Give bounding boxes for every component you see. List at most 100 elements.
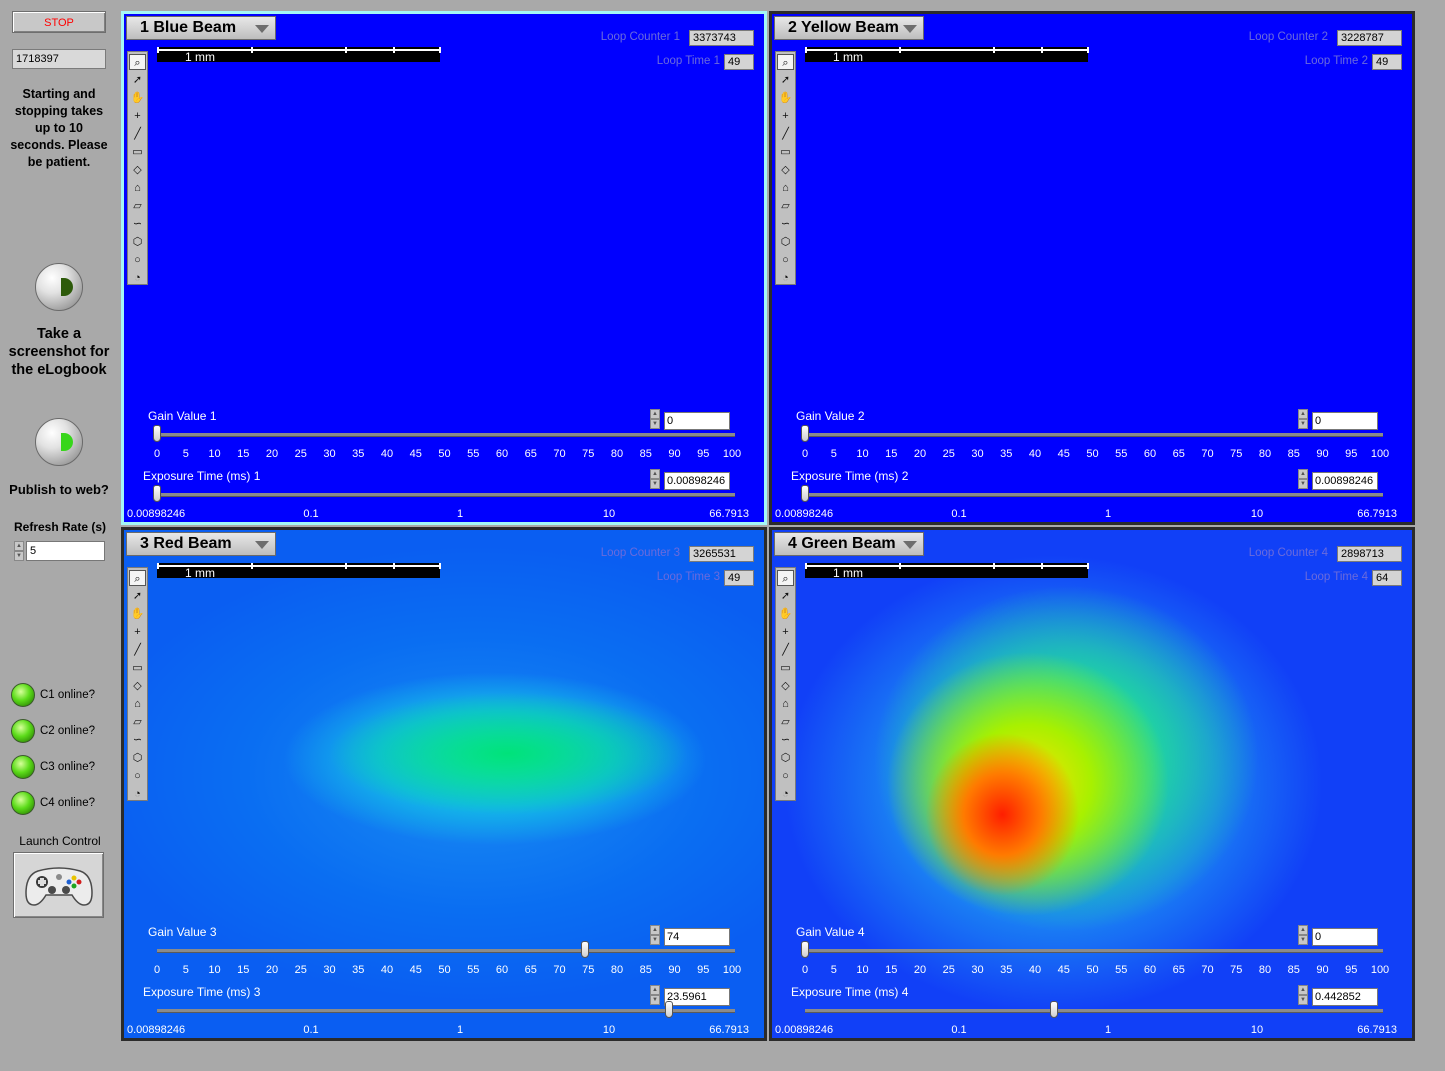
pointer-icon[interactable]: ➚ bbox=[132, 590, 143, 602]
exposure-input[interactable]: 0.00898246 bbox=[1312, 472, 1378, 490]
zoom-icon[interactable]: ⌕ bbox=[129, 54, 146, 70]
exposure-slider-thumb[interactable] bbox=[1049, 1001, 1058, 1018]
decrement-arrow-icon[interactable]: ▼ bbox=[650, 479, 660, 489]
increment-arrow-icon[interactable]: ▲ bbox=[1298, 409, 1308, 419]
stop-button[interactable]: STOP bbox=[12, 11, 106, 33]
rectangle-icon[interactable]: ▭ bbox=[780, 662, 791, 674]
oval-icon[interactable]: ○ bbox=[134, 254, 141, 266]
gain-input[interactable]: 0 bbox=[664, 412, 730, 430]
polygon-icon[interactable]: ⬡ bbox=[780, 236, 791, 248]
rotated-rectangle-icon[interactable]: ◇ bbox=[133, 680, 142, 692]
oval-icon[interactable]: ○ bbox=[782, 770, 789, 782]
exposure-input[interactable]: 0.442852 bbox=[1312, 988, 1378, 1006]
pan-icon[interactable]: ✋ bbox=[130, 92, 145, 104]
beam-image[interactable] bbox=[124, 14, 764, 522]
refresh-rate-input[interactable]: 5 bbox=[26, 541, 105, 561]
arc-icon[interactable]: ◔ bbox=[134, 272, 141, 284]
freehand-icon[interactable]: ▱ bbox=[133, 200, 142, 212]
exposure-slider-thumb[interactable] bbox=[153, 485, 161, 502]
exposure-slider-track[interactable] bbox=[805, 493, 1383, 497]
line-icon[interactable]: ╱ bbox=[782, 128, 789, 140]
gain-input[interactable]: 0 bbox=[1312, 928, 1378, 946]
gain-stepper[interactable]: ▲ ▼ bbox=[650, 925, 660, 945]
rotated-rectangle-icon[interactable]: ◇ bbox=[781, 164, 790, 176]
increment-arrow-icon[interactable]: ▲ bbox=[1298, 925, 1308, 935]
pointer-icon[interactable]: ➚ bbox=[132, 74, 143, 86]
gain-input[interactable]: 0 bbox=[1312, 412, 1378, 430]
screenshot-button[interactable] bbox=[35, 263, 83, 311]
exposure-input[interactable]: 23.5961 bbox=[664, 988, 730, 1006]
rectangle-icon[interactable]: ▭ bbox=[132, 146, 143, 158]
gain-stepper[interactable]: ▲ ▼ bbox=[1298, 409, 1308, 429]
decrement-arrow-icon[interactable]: ▼ bbox=[1298, 995, 1308, 1005]
publish-button[interactable] bbox=[35, 418, 83, 466]
gain-input[interactable]: 74 bbox=[664, 928, 730, 946]
exposure-stepper[interactable]: ▲ ▼ bbox=[1298, 985, 1308, 1005]
exposure-slider-track[interactable] bbox=[805, 1009, 1383, 1013]
gain-slider-thumb[interactable] bbox=[801, 941, 809, 958]
crosshair-icon[interactable]: + bbox=[134, 110, 141, 122]
arc-icon[interactable]: ◔ bbox=[782, 788, 789, 800]
exposure-input[interactable]: 0.00898246 bbox=[664, 472, 730, 490]
increment-arrow-icon[interactable]: ▲ bbox=[650, 925, 660, 935]
decrement-arrow-icon[interactable]: ▼ bbox=[1298, 479, 1308, 489]
gain-slider-thumb[interactable] bbox=[580, 941, 589, 958]
arc-icon[interactable]: ◔ bbox=[134, 788, 141, 800]
annulus-icon[interactable]: ⌂ bbox=[134, 182, 141, 194]
increment-arrow-icon[interactable]: ▲ bbox=[14, 541, 24, 551]
pan-icon[interactable]: ✋ bbox=[778, 608, 793, 620]
increment-arrow-icon[interactable]: ▲ bbox=[1298, 469, 1308, 479]
beam-image[interactable] bbox=[772, 530, 1412, 1038]
crosshair-icon[interactable]: + bbox=[134, 626, 141, 638]
decrement-arrow-icon[interactable]: ▼ bbox=[650, 419, 660, 429]
rotated-rectangle-icon[interactable]: ◇ bbox=[133, 164, 142, 176]
gain-stepper[interactable]: ▲ ▼ bbox=[650, 409, 660, 429]
gain-slider-thumb[interactable] bbox=[153, 425, 161, 442]
beam-image[interactable] bbox=[772, 14, 1412, 522]
pan-icon[interactable]: ✋ bbox=[778, 92, 793, 104]
beam-image[interactable] bbox=[124, 530, 764, 1038]
decrement-arrow-icon[interactable]: ▼ bbox=[650, 935, 660, 945]
crosshair-icon[interactable]: + bbox=[782, 110, 789, 122]
decrement-arrow-icon[interactable]: ▼ bbox=[14, 551, 24, 561]
exposure-stepper[interactable]: ▲ ▼ bbox=[650, 985, 660, 1005]
polyline-icon[interactable]: ∽ bbox=[132, 218, 143, 230]
zoom-icon[interactable]: ⌕ bbox=[777, 54, 794, 70]
exposure-slider-thumb[interactable] bbox=[801, 485, 809, 502]
decrement-arrow-icon[interactable]: ▼ bbox=[1298, 935, 1308, 945]
rectangle-icon[interactable]: ▭ bbox=[780, 146, 791, 158]
rectangle-icon[interactable]: ▭ bbox=[132, 662, 143, 674]
line-icon[interactable]: ╱ bbox=[782, 644, 789, 656]
exposure-stepper[interactable]: ▲ ▼ bbox=[1298, 469, 1308, 489]
rotated-rectangle-icon[interactable]: ◇ bbox=[781, 680, 790, 692]
polygon-icon[interactable]: ⬡ bbox=[132, 752, 143, 764]
decrement-arrow-icon[interactable]: ▼ bbox=[1298, 419, 1308, 429]
camera-selector-1[interactable]: 1 Blue Beam bbox=[126, 16, 276, 40]
gain-slider-track[interactable] bbox=[157, 949, 735, 953]
gain-stepper[interactable]: ▲ ▼ bbox=[1298, 925, 1308, 945]
increment-arrow-icon[interactable]: ▲ bbox=[1298, 985, 1308, 995]
oval-icon[interactable]: ○ bbox=[782, 254, 789, 266]
refresh-rate-stepper[interactable]: ▲ ▼ bbox=[14, 541, 24, 561]
zoom-icon[interactable]: ⌕ bbox=[129, 570, 146, 586]
line-icon[interactable]: ╱ bbox=[134, 128, 141, 140]
launch-control-button[interactable] bbox=[13, 852, 104, 918]
polyline-icon[interactable]: ∽ bbox=[780, 218, 791, 230]
camera-selector-3[interactable]: 3 Red Beam bbox=[126, 532, 276, 556]
exposure-slider-thumb[interactable] bbox=[664, 1001, 673, 1018]
increment-arrow-icon[interactable]: ▲ bbox=[650, 469, 660, 479]
arc-icon[interactable]: ◔ bbox=[782, 272, 789, 284]
freehand-icon[interactable]: ▱ bbox=[781, 200, 790, 212]
exposure-slider-track[interactable] bbox=[157, 1009, 735, 1013]
oval-icon[interactable]: ○ bbox=[134, 770, 141, 782]
gain-slider-track[interactable] bbox=[157, 433, 735, 437]
polyline-icon[interactable]: ∽ bbox=[780, 734, 791, 746]
polyline-icon[interactable]: ∽ bbox=[132, 734, 143, 746]
decrement-arrow-icon[interactable]: ▼ bbox=[650, 995, 660, 1005]
pointer-icon[interactable]: ➚ bbox=[780, 590, 791, 602]
increment-arrow-icon[interactable]: ▲ bbox=[650, 409, 660, 419]
gain-slider-thumb[interactable] bbox=[801, 425, 809, 442]
annulus-icon[interactable]: ⌂ bbox=[134, 698, 141, 710]
pan-icon[interactable]: ✋ bbox=[130, 608, 145, 620]
annulus-icon[interactable]: ⌂ bbox=[782, 182, 789, 194]
